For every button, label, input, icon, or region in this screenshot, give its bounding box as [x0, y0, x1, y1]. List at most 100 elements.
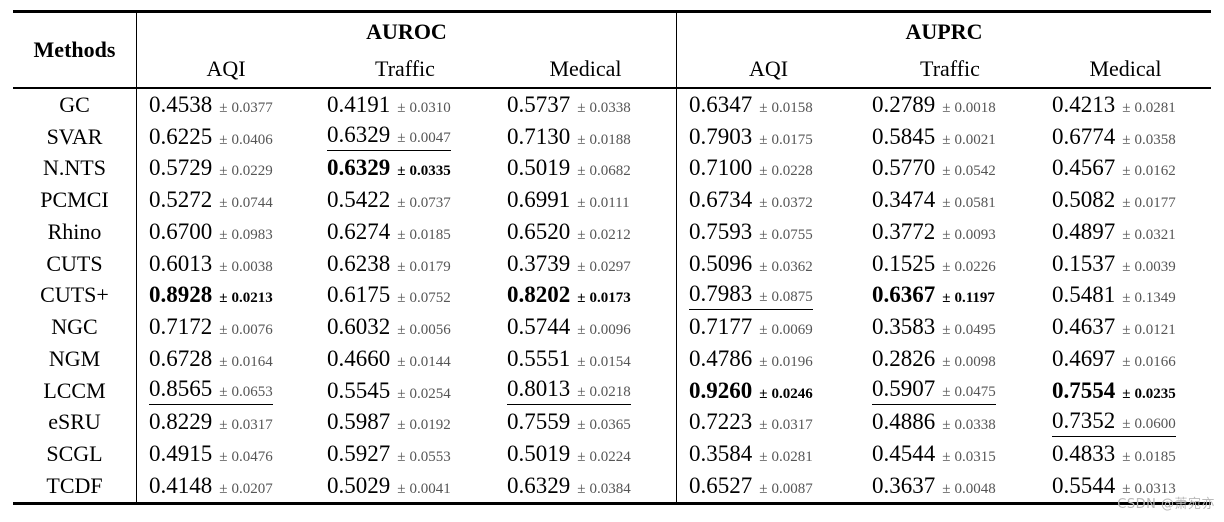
metric-value: 0.7983 ±0.0875: [689, 281, 813, 310]
plus-minus-symbol: ±: [219, 195, 228, 212]
table-header: Methods AUROC AUPRC AQI Traffic Medical …: [13, 13, 1211, 87]
metric-value: 0.2789 ±0.0018: [872, 91, 996, 117]
metric-value: 0.8229 ±0.0317: [149, 409, 273, 435]
metric-cell: 0.6225 ±0.0406: [137, 121, 315, 153]
plus-minus-symbol: ±: [1122, 353, 1131, 370]
plus-minus-symbol: ±: [219, 384, 228, 401]
metric-cell: 0.6700 ±0.0983: [137, 216, 315, 248]
metric-cell: 0.4886 ±0.0338: [860, 407, 1040, 439]
metric-cell: 0.4213 ±0.0281: [1040, 89, 1211, 121]
metric-value: 0.7100 ±0.0228: [689, 155, 813, 181]
metric-cell: 0.7352 ±0.0600: [1040, 407, 1211, 439]
metric-cell: 0.6329 ±0.0335: [315, 153, 495, 185]
auroc-medical-header: Medical: [495, 50, 677, 87]
metric-value: 0.4191 ±0.0310: [327, 91, 451, 117]
method-label: Rhino: [13, 216, 137, 248]
metric-cell: 0.4567 ±0.0162: [1040, 153, 1211, 185]
metric-value: 0.7593 ±0.0755: [689, 218, 813, 244]
plus-minus-symbol: ±: [577, 449, 586, 466]
metric-cell: 0.6734 ±0.0372: [677, 184, 860, 216]
plus-minus-symbol: ±: [397, 480, 406, 497]
metric-value: 0.8565 ±0.0653: [149, 376, 273, 406]
metric-value: 0.5422 ±0.0737: [327, 187, 451, 213]
metric-cell: 0.4660 ±0.0144: [315, 343, 495, 375]
metric-value: 0.7559 ±0.0365: [507, 409, 631, 435]
metric-value: 0.1537 ±0.0039: [1052, 250, 1176, 276]
metric-cell: 0.9260 ±0.0246: [677, 375, 860, 407]
plus-minus-symbol: ±: [1122, 322, 1131, 339]
metric-value: 0.5019 ±0.0224: [507, 441, 631, 467]
metric-value: 0.4886 ±0.0338: [872, 409, 996, 435]
metric-cell: 0.7172 ±0.0076: [137, 311, 315, 343]
plus-minus-symbol: ±: [1122, 449, 1131, 466]
metric-cell: 0.6527 ±0.0087: [677, 470, 860, 502]
metric-cell: 0.6175 ±0.0752: [315, 280, 495, 312]
plus-minus-symbol: ±: [942, 290, 951, 307]
plus-minus-symbol: ±: [759, 322, 768, 339]
metric-cell: 0.3637 ±0.0048: [860, 470, 1040, 502]
plus-minus-symbol: ±: [397, 322, 406, 339]
metric-cell: 0.6520 ±0.0212: [495, 216, 677, 248]
method-label: SVAR: [13, 120, 137, 153]
plus-minus-symbol: ±: [942, 99, 951, 116]
plus-minus-symbol: ±: [219, 353, 228, 370]
metric-value: 0.5481 ±0.1349: [1052, 282, 1176, 308]
metric-value: 0.6734 ±0.0372: [689, 187, 813, 213]
metric-value: 0.4660 ±0.0144: [327, 345, 451, 371]
plus-minus-symbol: ±: [759, 449, 768, 466]
plus-minus-symbol: ±: [397, 195, 406, 212]
plus-minus-symbol: ±: [942, 195, 951, 212]
metric-cell: 0.5481 ±0.1349: [1040, 280, 1211, 312]
metric-value: 0.9260 ±0.0246: [689, 377, 813, 403]
metric-cell: 0.1525 ±0.0226: [860, 248, 1040, 280]
metric-cell: 0.4637 ±0.0121: [1040, 311, 1211, 343]
plus-minus-symbol: ±: [1122, 131, 1131, 148]
table-body: GC 0.4538 ±0.0377 0.4191 ±0.0310 0.5737 ±0.033…: [13, 89, 1211, 502]
method-label: CUTS: [13, 247, 137, 280]
plus-minus-symbol: ±: [397, 258, 406, 275]
table-row: PCMCI 0.5272 ±0.0744 0.5422 ±0.0737 0.6991 ±0.…: [13, 184, 1211, 216]
metric-value: 0.4833 ±0.0185: [1052, 441, 1176, 467]
metric-value: 0.5907 ±0.0475: [872, 376, 996, 406]
metric-cell: 0.3772 ±0.0093: [860, 216, 1040, 248]
metric-value: 0.6728 ±0.0164: [149, 345, 273, 371]
method-label: NGM: [13, 343, 137, 375]
metric-cell: 0.7983 ±0.0875: [677, 280, 860, 312]
metric-value: 0.6367 ±0.1197: [872, 282, 995, 308]
metric-value: 0.6347 ±0.0158: [689, 91, 813, 117]
plus-minus-symbol: ±: [577, 163, 586, 180]
metric-value: 0.3584 ±0.0281: [689, 441, 813, 467]
metric-value: 0.4786 ±0.0196: [689, 345, 813, 371]
plus-minus-symbol: ±: [577, 353, 586, 370]
metric-cell: 0.5096 ±0.0362: [677, 248, 860, 280]
plus-minus-symbol: ±: [942, 131, 951, 148]
metric-cell: 0.5545 ±0.0254: [315, 375, 495, 407]
method-label: SCGL: [13, 438, 137, 470]
table-top-rule: [13, 10, 1211, 13]
plus-minus-symbol: ±: [397, 449, 406, 466]
metric-cell: 0.7100 ±0.0228: [677, 153, 860, 185]
metric-cell: 0.6032 ±0.0056: [315, 311, 495, 343]
metric-cell: 0.5845 ±0.0021: [860, 121, 1040, 153]
plus-minus-symbol: ±: [219, 99, 228, 116]
metric-cell: 0.4915 ±0.0476: [137, 438, 315, 470]
metric-value: 0.5845 ±0.0021: [872, 123, 996, 149]
metric-value: 0.3474 ±0.0581: [872, 187, 996, 213]
metric-value: 0.2826 ±0.0098: [872, 345, 996, 371]
plus-minus-symbol: ±: [577, 258, 586, 275]
table-row: NGC 0.7172 ±0.0076 0.6032 ±0.0056 0.5744 ±0.00…: [13, 311, 1211, 343]
metric-cell: 0.2826 ±0.0098: [860, 343, 1040, 375]
plus-minus-symbol: ±: [1122, 415, 1131, 432]
metric-cell: 0.7593 ±0.0755: [677, 216, 860, 248]
plus-minus-symbol: ±: [759, 258, 768, 275]
plus-minus-symbol: ±: [219, 131, 228, 148]
metric-cell: 0.8928 ±0.0213: [137, 280, 315, 312]
metric-cell: 0.5987 ±0.0192: [315, 407, 495, 439]
metric-value: 0.5096 ±0.0362: [689, 250, 813, 276]
plus-minus-symbol: ±: [219, 417, 228, 434]
method-label: CUTS+: [13, 279, 137, 312]
plus-minus-symbol: ±: [942, 449, 951, 466]
plus-minus-symbol: ±: [219, 449, 228, 466]
metric-cell: 0.4697 ±0.0166: [1040, 343, 1211, 375]
metric-cell: 0.6367 ±0.1197: [860, 280, 1040, 312]
